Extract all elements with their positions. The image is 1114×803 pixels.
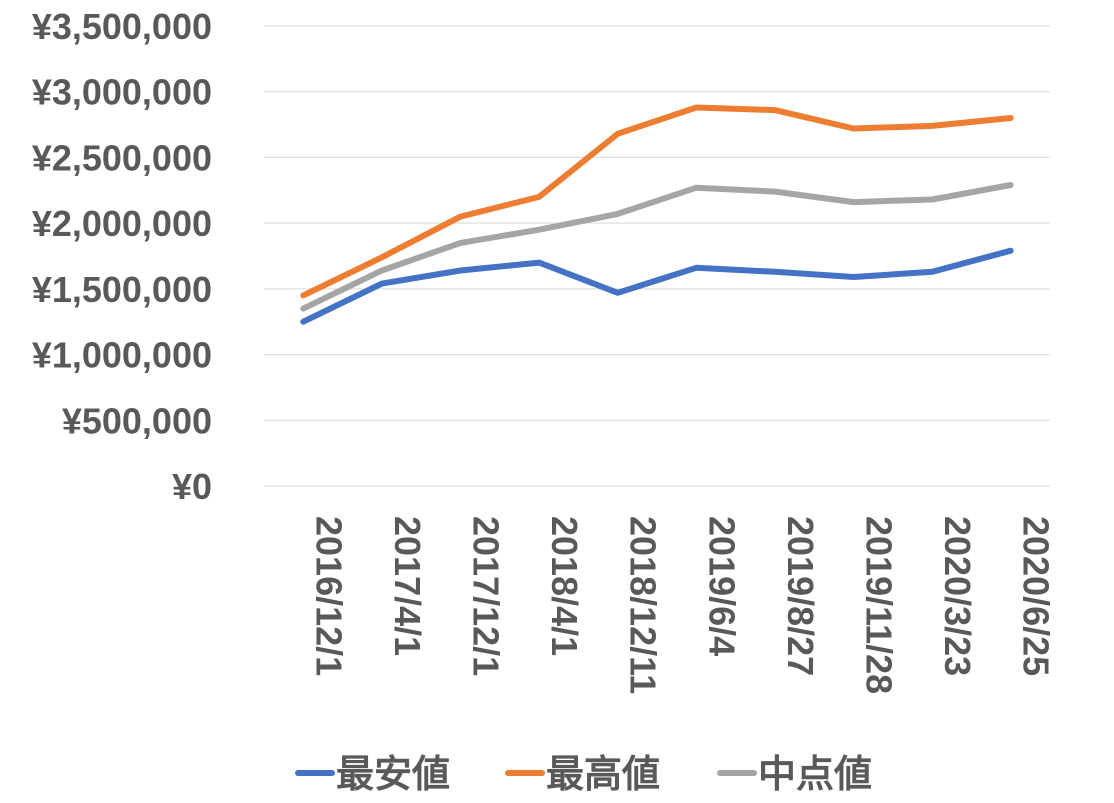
legend-label: 最安値: [336, 752, 450, 796]
y-tick-label: ¥1,000,000: [32, 335, 212, 376]
x-tick-label: 2018/12/11: [623, 516, 664, 694]
x-tick-label: 2017/12/1: [466, 516, 507, 676]
gridlines: [264, 25, 1050, 487]
y-tick-label: ¥2,500,000: [32, 137, 212, 178]
x-tick-label: 2019/6/4: [701, 516, 742, 656]
series-line: [300, 247, 1014, 325]
series-line: [300, 182, 1014, 312]
legend: 最安値 最高値 中点値: [295, 752, 872, 796]
legend-item: 中点値: [717, 752, 872, 796]
series-lines: [300, 104, 1014, 325]
x-tick-label: 2019/11/28: [859, 516, 900, 694]
y-tick-label: ¥3,500,000: [32, 6, 212, 47]
y-tick-label: ¥3,000,000: [32, 72, 212, 113]
legend-label: 中点値: [758, 752, 872, 796]
y-axis-ticks: ¥0 ¥500,000 ¥1,000,000 ¥1,500,000 ¥2,000,000…: [32, 6, 212, 507]
y-tick-label: ¥1,500,000: [32, 269, 212, 310]
x-tick-label: 2016/12/1: [308, 516, 349, 676]
x-tick-label: 2018/4/1: [544, 516, 585, 656]
legend-label: 最高値: [546, 752, 660, 796]
y-tick-label: ¥500,000: [62, 400, 212, 441]
y-tick-label: ¥2,000,000: [32, 203, 212, 244]
x-tick-label: 2020/3/23: [937, 516, 978, 676]
x-tick-label: 2019/8/27: [780, 516, 821, 676]
legend-item: 最高値: [505, 752, 660, 796]
x-axis-ticks: 2016/12/1 2017/4/1 2017/12/1 2018/4/1 2018/1…: [308, 516, 1056, 694]
y-tick-label: ¥0: [172, 466, 212, 507]
legend-item: 最安値: [295, 752, 450, 796]
x-tick-label: 2020/6/25: [1016, 516, 1057, 676]
x-tick-label: 2017/4/1: [387, 516, 428, 656]
series-line: [300, 104, 1014, 299]
